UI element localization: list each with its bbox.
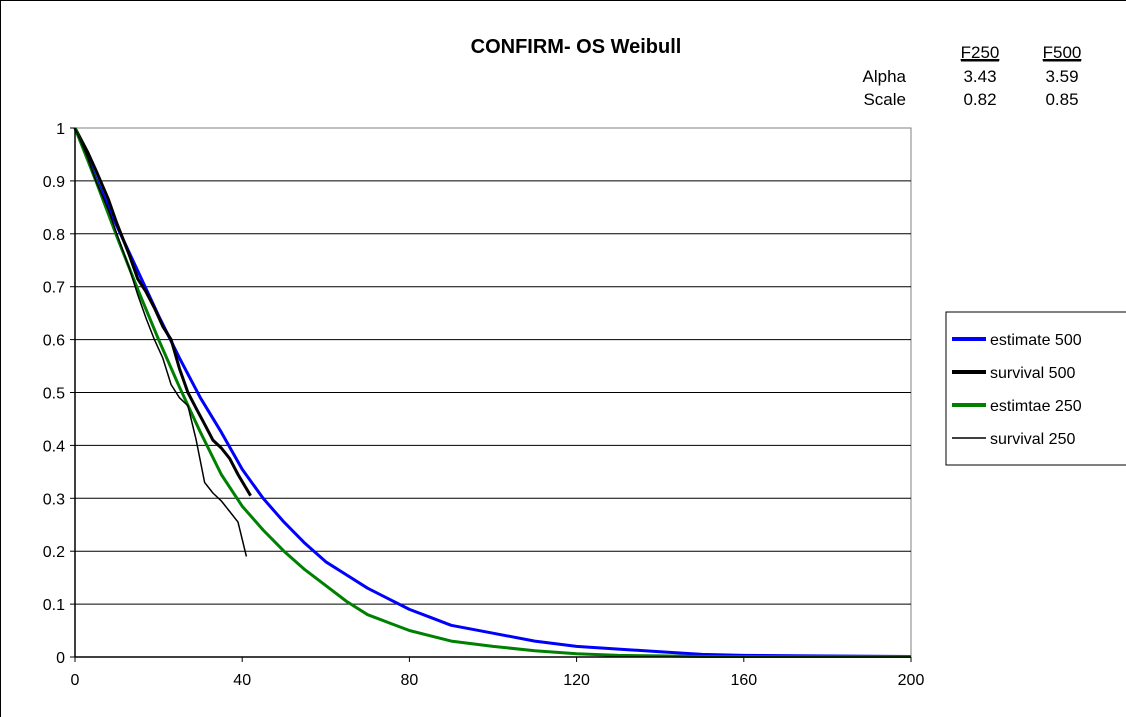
series-layer	[73, 127, 912, 658]
param-value-1-1: 0.85	[1045, 90, 1078, 109]
y-tick-label-2: 0.2	[43, 544, 65, 561]
y-tick-label-0: 0	[56, 650, 65, 667]
y-tick-label-7: 0.7	[43, 280, 65, 297]
y-tick-label-4: 0.4	[43, 438, 65, 455]
parameter-table: F250 F500 Alpha 3.43 3.59 Scale 0.82 0.85	[863, 43, 1082, 109]
series-line-3	[74, 127, 248, 557]
series-line-1	[73, 127, 252, 497]
y-tick-label-8: 0.8	[43, 227, 65, 244]
x-tick-label-5: 200	[898, 672, 925, 689]
gridlines	[75, 180, 911, 605]
legend-label-1: survival 500	[990, 365, 1075, 382]
param-value-0-1: 3.59	[1045, 67, 1078, 86]
y-tick-label-10: 1	[56, 121, 65, 138]
chart-title: CONFIRM- OS Weibull	[471, 36, 682, 58]
param-row-label-0: Alpha	[863, 67, 907, 86]
x-tick-label-1: 40	[233, 672, 251, 689]
legend-label-3: survival 250	[990, 431, 1075, 448]
legend-label-2: estimtae 250	[990, 398, 1082, 415]
legend: estimate 500 survival 500 estimtae 250 surv…	[945, 311, 1126, 466]
param-col-header-1: F500	[1043, 43, 1082, 62]
x-tick-label-3: 120	[563, 672, 590, 689]
param-value-1-0: 0.82	[963, 90, 996, 109]
legend-label-0: estimate 500	[990, 332, 1082, 349]
y-tick-label-5: 0.5	[43, 386, 65, 403]
x-tick-label-0: 0	[71, 672, 80, 689]
param-row-label-1: Scale	[863, 90, 906, 109]
x-tick-label-2: 80	[401, 672, 419, 689]
y-tick-label-9: 0.9	[43, 174, 65, 191]
y-tick-label-6: 0.6	[43, 333, 65, 350]
series-line-2	[73, 127, 911, 658]
x-tick-label-4: 160	[730, 672, 757, 689]
y-tick-label-1: 0.1	[43, 597, 65, 614]
param-value-0-0: 3.43	[963, 67, 996, 86]
param-col-header-0: F250	[961, 43, 1000, 62]
axis-layer: 0 0.1 0.2 0.3 0.4 0.5 0.6 0.7 0.8 0.9 1 0 40 80 120 160…	[43, 121, 925, 689]
y-tick-label-3: 0.3	[43, 491, 65, 508]
